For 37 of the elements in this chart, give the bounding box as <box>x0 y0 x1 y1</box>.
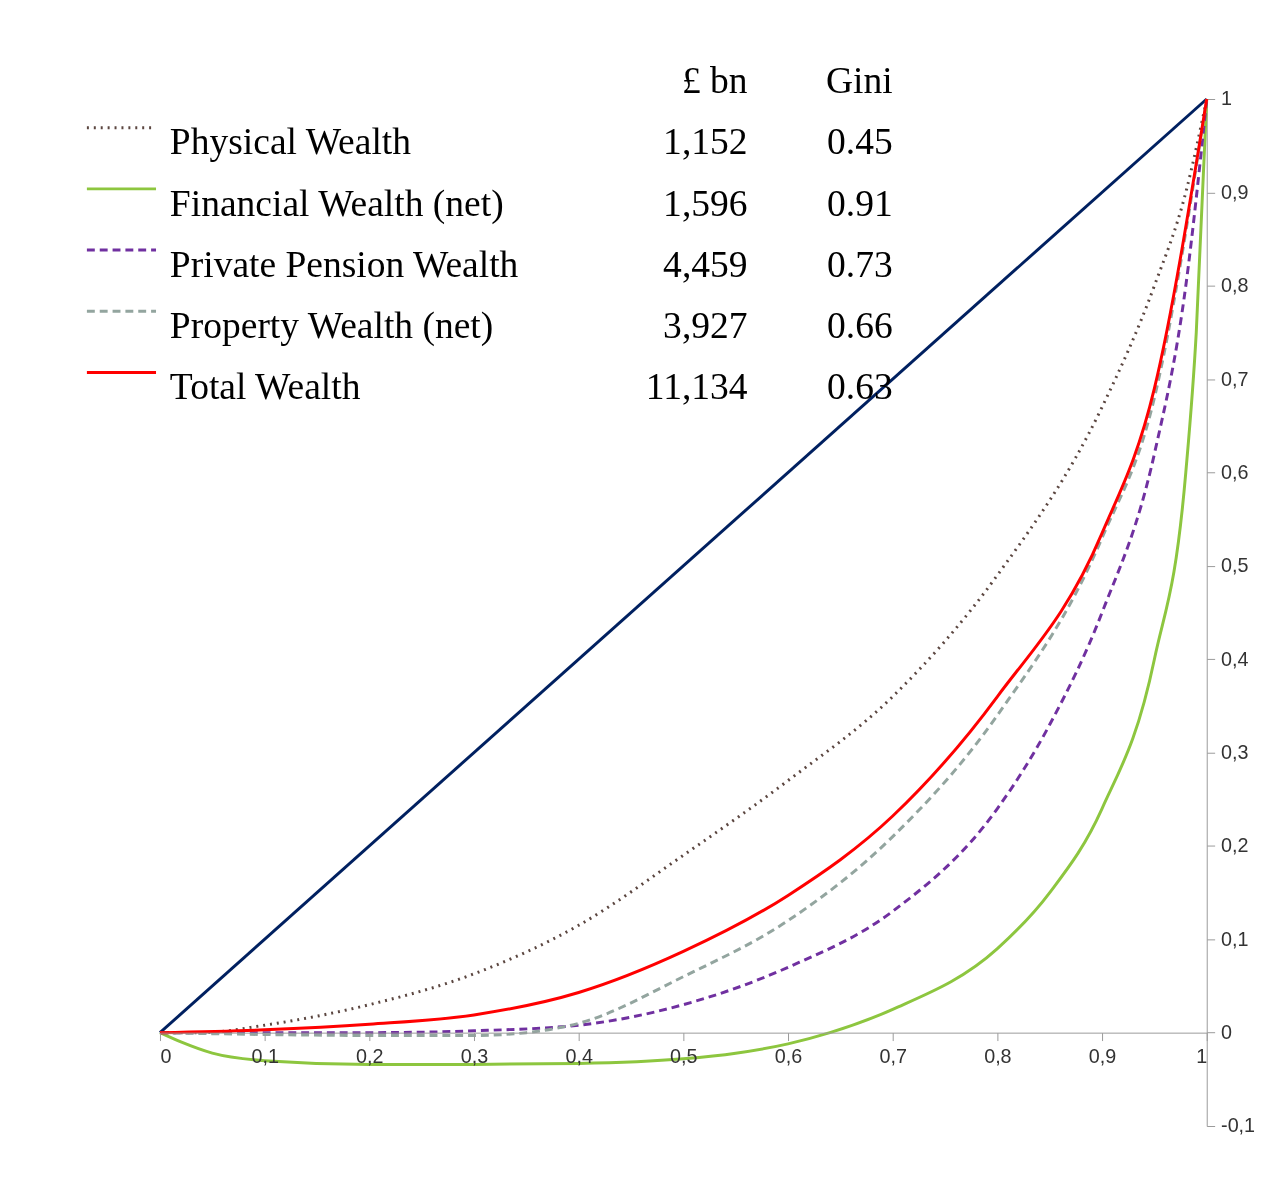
y-tick-label: -0,1 <box>1221 1114 1256 1137</box>
y-tick-label: 0,6 <box>1221 460 1249 483</box>
y-tick-label: 0,2 <box>1221 834 1249 857</box>
annotation: 1,152 <box>663 121 748 163</box>
x-tick-label: 0,4 <box>565 1044 593 1067</box>
annotation: Gini <box>826 60 893 102</box>
y-tick-label: 0,3 <box>1221 740 1249 763</box>
annotation: 0.45 <box>827 121 893 163</box>
legend-label: Property Wealth (net) <box>169 304 494 347</box>
y-tick-label: 0,7 <box>1221 367 1249 390</box>
y-tick-label: 0,1 <box>1221 927 1249 950</box>
x-tick-label: 0,6 <box>774 1044 803 1067</box>
y-tick-label: 1 <box>1221 87 1233 110</box>
x-tick-label: 1 <box>1196 1044 1208 1067</box>
annotation: 11,134 <box>645 366 748 408</box>
x-tick-label: 0,7 <box>879 1044 907 1067</box>
legend-label: Financial Wealth (net) <box>169 182 504 225</box>
annotation: 4,459 <box>663 243 748 285</box>
x-tick-label: 0,8 <box>984 1044 1012 1067</box>
annotation: 0.91 <box>827 182 893 224</box>
y-tick-label: 0 <box>1221 1021 1233 1044</box>
legend-label: Private Pension Wealth <box>169 243 519 285</box>
y-tick-label: 0,5 <box>1221 554 1249 577</box>
legend-label: Total Wealth <box>169 366 361 408</box>
annotation: 1,596 <box>663 182 748 224</box>
x-tick-label: 0 <box>160 1044 172 1067</box>
annotation: 0.73 <box>827 243 893 285</box>
x-tick-label: 0,9 <box>1088 1044 1117 1067</box>
annotation: £ bn <box>681 60 748 102</box>
annotation: 0.66 <box>827 304 893 346</box>
x-tick-label: 0,3 <box>460 1044 489 1067</box>
legend-label: Physical Wealth <box>169 121 412 163</box>
annotation: 3,927 <box>663 304 748 346</box>
y-tick-label: 0,4 <box>1221 647 1249 670</box>
y-tick-label: 0,8 <box>1221 274 1249 297</box>
x-tick-label: 0,2 <box>356 1044 384 1067</box>
y-tick-label: 0,9 <box>1221 180 1249 203</box>
